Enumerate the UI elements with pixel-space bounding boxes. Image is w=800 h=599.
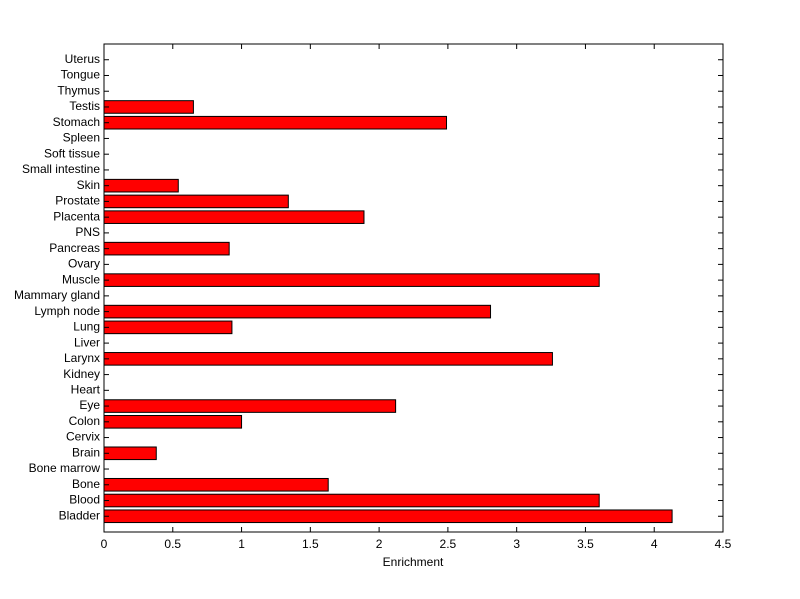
bar xyxy=(103,493,600,508)
y-tick-label: Larynx xyxy=(64,351,100,365)
y-tick-label: Heart xyxy=(71,382,101,396)
y-tick-label: Brain xyxy=(72,445,100,459)
y-tick-label: Lymph node xyxy=(34,304,100,318)
y-tick-label: PNS xyxy=(75,225,100,239)
bar xyxy=(103,399,397,413)
y-tick-label: Prostate xyxy=(55,194,100,208)
y-tick-label: Liver xyxy=(74,335,100,349)
bar xyxy=(103,273,600,287)
bar xyxy=(103,210,365,224)
y-tick-label: Ovary xyxy=(68,257,100,271)
bar xyxy=(103,352,553,366)
y-tick-label: Cervix xyxy=(66,430,100,444)
bar xyxy=(103,415,243,429)
bar xyxy=(103,241,230,256)
x-tick-label: 2.5 xyxy=(440,537,457,551)
y-tick-label: Bladder xyxy=(59,508,100,522)
bar xyxy=(103,320,233,335)
x-axis-label: Enrichment xyxy=(383,555,444,569)
plot-frame xyxy=(103,43,724,533)
x-tick-label: 0.5 xyxy=(164,537,181,551)
x-tick-label: 4 xyxy=(651,537,658,551)
y-tick-label: Stomach xyxy=(53,115,100,129)
y-tick-label: Uterus xyxy=(65,52,100,66)
bar xyxy=(103,178,179,193)
x-tick-label: 4.5 xyxy=(715,537,732,551)
x-tick-label: 3.5 xyxy=(577,537,594,551)
y-tick-label: Soft tissue xyxy=(44,146,100,160)
y-tick-label: Spleen xyxy=(63,131,100,145)
bar xyxy=(103,115,448,130)
y-tick-label: Muscle xyxy=(62,272,100,286)
bar xyxy=(103,477,329,492)
y-tick-label: Pancreas xyxy=(49,241,100,255)
x-tick-label: 1 xyxy=(238,537,245,551)
y-tick-label: Testis xyxy=(69,99,100,113)
bar xyxy=(103,194,289,209)
x-tick-label: 0 xyxy=(101,537,108,551)
y-tick-label: Small intestine xyxy=(22,162,100,176)
x-tick-label: 3 xyxy=(513,537,520,551)
bar xyxy=(103,509,673,524)
y-tick-label: Lung xyxy=(73,320,100,334)
y-tick-label: Eye xyxy=(79,398,100,412)
y-tick-label: Blood xyxy=(69,493,100,507)
y-tick-label: Colon xyxy=(69,414,100,428)
y-tick-label: Bone marrow xyxy=(29,461,101,475)
y-tick-label: Mammary gland xyxy=(14,288,100,302)
y-tick-label: Skin xyxy=(77,178,100,192)
bar xyxy=(103,446,157,461)
y-tick-label: Thymus xyxy=(57,83,100,97)
bar xyxy=(103,100,194,114)
y-tick-label: Bone xyxy=(72,477,100,491)
y-tick-label: Kidney xyxy=(63,367,100,381)
bar xyxy=(103,304,492,319)
y-tick-label: Tongue xyxy=(61,68,101,82)
x-tick-label: 1.5 xyxy=(302,537,319,551)
x-tick-label: 2 xyxy=(376,537,383,551)
y-tick-label: Placenta xyxy=(53,209,100,223)
